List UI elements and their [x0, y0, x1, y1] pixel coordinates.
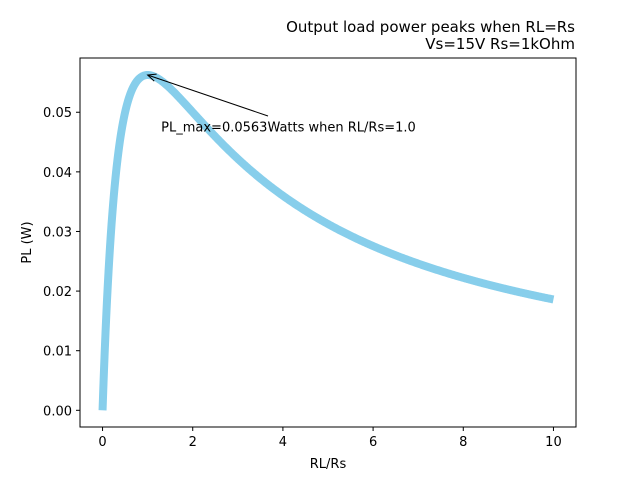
x-tick-label: 4: [279, 435, 287, 450]
y-tick-label: 0.02: [43, 285, 72, 300]
y-tick-label: 0.05: [43, 106, 72, 121]
x-axis-label: RL/Rs: [310, 457, 347, 472]
series-line-pl: [98, 70, 557, 411]
y-tick-label: 0.01: [43, 345, 72, 360]
y-axis-label: PL (W): [20, 221, 35, 263]
chart-title-line-1: Output load power peaks when RL=Rs: [286, 18, 575, 36]
x-tick-label: 8: [459, 435, 467, 450]
axes-frame: [79, 57, 577, 428]
x-tick-label: 6: [369, 435, 377, 450]
y-tick-label: 0.04: [43, 166, 72, 181]
x-tick-label: 2: [189, 435, 197, 450]
chart-title-line-2: Vs=15V Rs=1kOhm: [425, 35, 575, 53]
annotation-arrow: [147, 74, 269, 117]
annotation-text: PL_max=0.0563Watts when RL/Rs=1.0: [161, 120, 416, 135]
x-tick-label: 10: [545, 435, 562, 450]
plot-area: PL_max=0.0563Watts when RL/Rs=1.0: [98, 70, 557, 411]
x-axis: 0 2 4 6 8 10: [98, 427, 562, 450]
annotation-arrowhead: [146, 73, 157, 82]
x-tick-label: 0: [98, 435, 106, 450]
y-tick-label: 0.00: [43, 404, 72, 419]
y-tick-label: 0.03: [43, 225, 72, 240]
y-axis: 0.00 0.01 0.02 0.03 0.04 0.05: [43, 106, 80, 419]
